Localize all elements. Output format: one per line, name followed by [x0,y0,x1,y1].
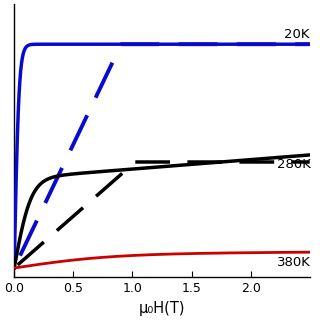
X-axis label: μ₀H(T): μ₀H(T) [139,301,185,316]
Text: 280K: 280K [276,158,310,171]
Text: 380K: 380K [276,256,310,268]
Text: 20K: 20K [284,28,309,41]
